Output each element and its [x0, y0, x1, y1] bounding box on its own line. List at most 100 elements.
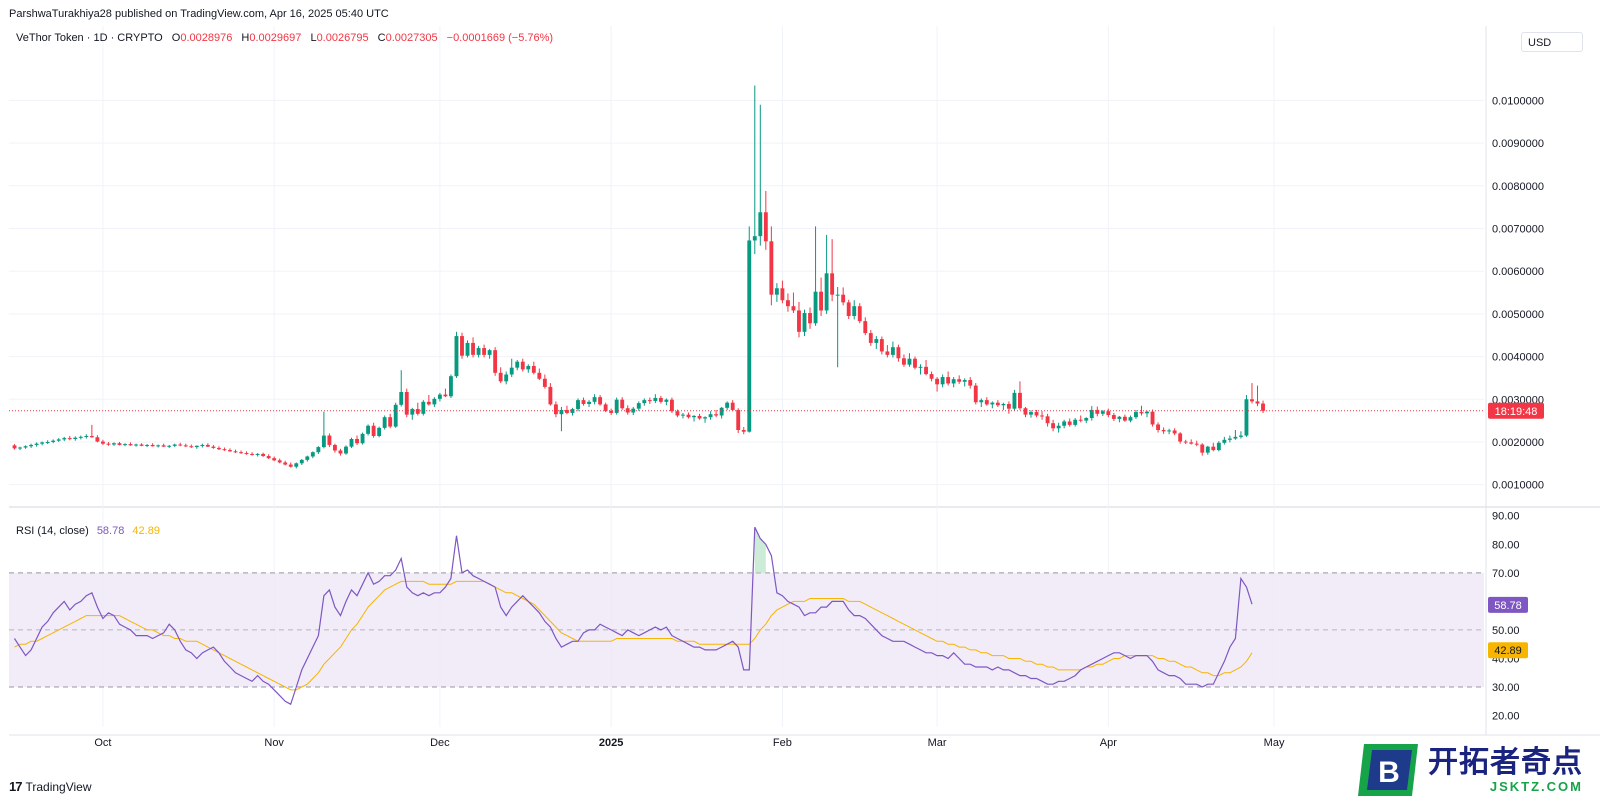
candle-body — [774, 288, 779, 295]
candle-body — [161, 445, 166, 447]
candle-body — [45, 441, 50, 443]
candle-body — [344, 446, 348, 454]
candle-body — [902, 358, 906, 365]
tradingview-logo[interactable]: 17 TradingView — [9, 779, 92, 794]
candle-body — [664, 399, 669, 402]
price-tick-label: 0.0010000 — [1492, 480, 1544, 492]
candle-body — [1167, 430, 1172, 432]
candle-body — [305, 456, 310, 460]
rsi-value: 58.78 — [96, 525, 125, 537]
candle-body — [576, 400, 580, 410]
candle-body — [1029, 412, 1033, 415]
candle-body — [443, 394, 448, 397]
x-tick-label: 2025 — [599, 737, 623, 749]
candle-body — [205, 444, 210, 447]
price-tick-label: 0.0040000 — [1492, 352, 1544, 364]
candle-body — [1018, 392, 1022, 409]
rsi-line — [13, 526, 1253, 706]
close-label: C — [377, 32, 386, 44]
rsi-tick-label: 70.00 — [1492, 568, 1520, 580]
watermark-badge-icon: B — [1358, 744, 1418, 796]
candle-body — [885, 351, 890, 355]
candle-body — [360, 433, 365, 444]
candle-body — [178, 444, 183, 446]
candle-body — [150, 444, 155, 447]
candle-body — [84, 435, 89, 437]
candle-body — [614, 399, 619, 413]
candle-body — [852, 306, 857, 317]
candle-body — [940, 377, 945, 385]
low-label: L — [310, 32, 317, 44]
candle-body — [266, 456, 271, 459]
candle-body — [1233, 436, 1238, 439]
candle-body — [393, 404, 398, 427]
publish-info: ParshwaTurakhiya28 published on TradingV… — [9, 8, 389, 20]
rsi-ma-line — [14, 580, 1253, 691]
rsi-tick-label: 90.00 — [1492, 511, 1520, 523]
candle-body — [1122, 416, 1127, 421]
candle-body — [1194, 443, 1199, 445]
price-tick-label: 0.0050000 — [1492, 309, 1544, 321]
candle-body — [913, 358, 917, 368]
candle-body — [1106, 411, 1111, 416]
candle-body — [951, 379, 956, 384]
candle-body — [1172, 430, 1177, 434]
candle-body — [1156, 424, 1160, 431]
candle-body — [929, 374, 934, 379]
candle-body — [222, 449, 227, 451]
candle-body — [896, 347, 901, 359]
rsi-label[interactable]: RSI (14, close) — [16, 525, 89, 537]
candle-body — [598, 397, 603, 405]
rsi-tick-label: 80.00 — [1492, 539, 1520, 551]
close-value: 0.0027305 — [385, 32, 438, 44]
candle-body — [990, 402, 995, 405]
candle-body — [692, 415, 696, 418]
candle-body — [1073, 419, 1078, 425]
candle-body — [758, 212, 763, 237]
candle-body — [603, 404, 608, 411]
rsi-ma-value-badge — [1488, 642, 1528, 659]
candle-body — [1089, 409, 1094, 419]
candle-body — [1023, 408, 1028, 415]
x-tick-label: May — [1264, 737, 1285, 749]
candle-body — [769, 241, 774, 295]
candle-body — [797, 310, 801, 332]
candle-body — [194, 445, 199, 448]
candle-body — [40, 442, 45, 444]
candle-body — [1012, 392, 1017, 409]
candle-body — [156, 445, 161, 447]
price-tick-label: 0.0020000 — [1492, 437, 1544, 449]
candle-body — [272, 458, 277, 461]
open-label: O — [171, 32, 181, 44]
candle-body — [1100, 411, 1105, 414]
candle-body — [587, 401, 591, 404]
candle-body — [261, 453, 266, 457]
candle-body — [785, 300, 790, 307]
candle-body — [487, 350, 492, 355]
candle-body — [763, 212, 768, 242]
candle-body — [189, 446, 194, 448]
candle-body — [134, 444, 138, 446]
candle-body — [1095, 409, 1100, 414]
candle-body — [1062, 421, 1067, 426]
candle-body — [183, 445, 188, 447]
watermark-cn-text: 开拓者奇点 — [1428, 745, 1583, 779]
candle-body — [112, 443, 116, 445]
candle-body — [1216, 442, 1221, 451]
candle-body — [1183, 441, 1188, 443]
candle-body — [808, 313, 812, 324]
candle-body — [874, 339, 879, 343]
candle-body — [95, 437, 100, 442]
candle-body — [1139, 412, 1144, 414]
candle-body — [12, 445, 17, 449]
candle-body — [299, 459, 304, 464]
candle-body — [1134, 412, 1138, 418]
candle-body — [1145, 411, 1149, 414]
symbol-name[interactable]: VeThor Token · 1D · CRYPTO — [16, 32, 163, 44]
candle-body — [846, 302, 851, 317]
currency-button[interactable]: USD — [1521, 32, 1583, 52]
candle-body — [139, 444, 144, 446]
candle-body — [658, 397, 663, 402]
rsi-overbought-fill — [754, 527, 766, 573]
candle-body — [857, 306, 862, 322]
